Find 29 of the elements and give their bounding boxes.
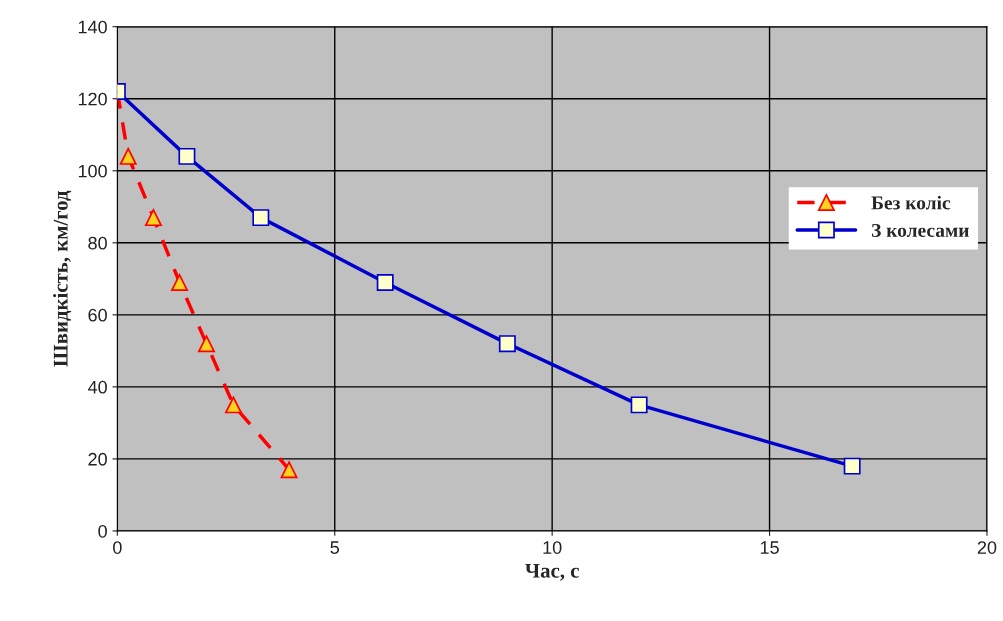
point [144, 209, 162, 227]
y-tick-label: 60 [88, 308, 107, 322]
y-axis-title: Швидкість, км/год [53, 190, 72, 367]
x-axis-title: Час, с [525, 563, 579, 581]
point [178, 147, 196, 165]
legend-label: Без коліс [871, 195, 951, 210]
x-tick-label: 10 [543, 541, 562, 554]
y-tick-label: 40 [87, 380, 107, 394]
point [630, 396, 648, 414]
point [171, 273, 189, 291]
y-tick-label: 100 [78, 164, 107, 178]
point [119, 147, 137, 165]
point [843, 457, 861, 475]
x-tick-label: 5 [330, 541, 340, 554]
point [198, 335, 215, 353]
y-tick-label: 140 [78, 20, 107, 34]
y-tick-label: 80 [88, 236, 107, 250]
point [252, 209, 270, 227]
point [224, 396, 242, 414]
point [498, 335, 516, 353]
point [280, 461, 298, 479]
y-tick-label: 0 [98, 524, 107, 538]
y-tick-label: 120 [78, 92, 107, 106]
y-tick-label: 20 [88, 452, 107, 466]
x-tick-label: 0 [113, 541, 122, 554]
x-tick-label: 20 [977, 541, 997, 554]
point [376, 273, 394, 291]
legend-label: З колесами [872, 223, 969, 237]
x-tick-label: 15 [760, 541, 779, 554]
